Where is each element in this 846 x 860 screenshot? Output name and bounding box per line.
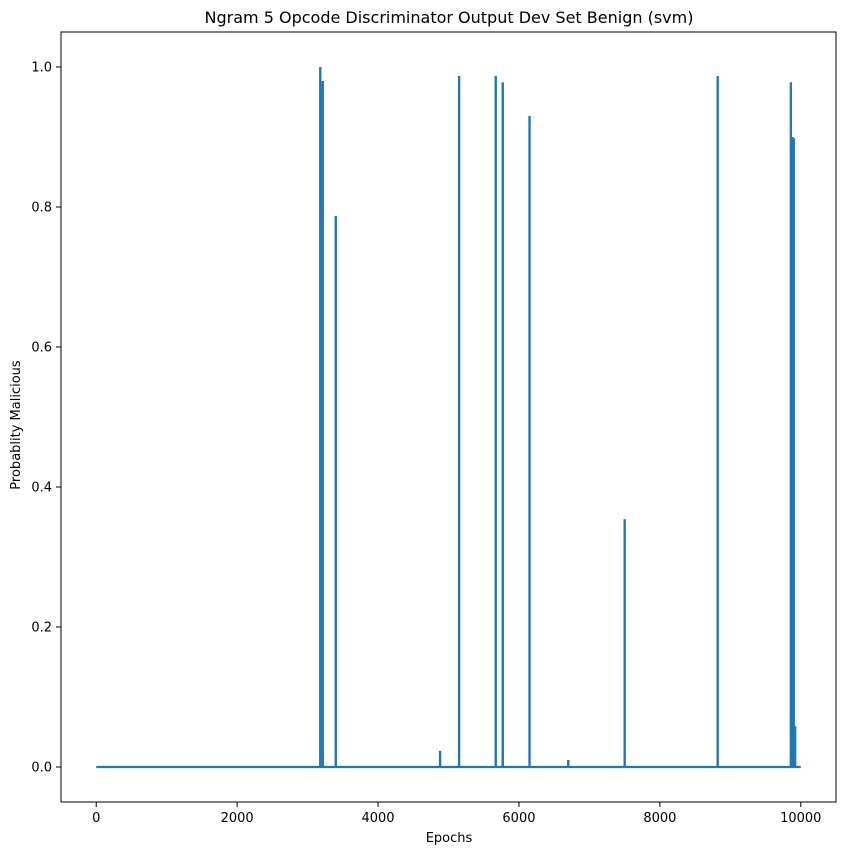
x-axis-label: Epochs (426, 831, 473, 846)
x-tick-label: 2000 (221, 811, 254, 826)
y-tick-label: 0.6 (31, 341, 52, 356)
chart-title: Ngram 5 Opcode Discriminator Output Dev … (205, 8, 694, 27)
y-tick-label: 0.2 (31, 621, 52, 636)
x-tick-label: 0 (92, 811, 100, 826)
x-tick-label: 4000 (361, 811, 394, 826)
y-tick-label: 0.8 (31, 201, 52, 216)
plot-area: 0 2000 4000 6000 8000 10000 0.0 0.2 0.4 0.6 0.8 1.0 (31, 31, 837, 826)
x-tick-label: 6000 (502, 811, 535, 826)
y-tick-label: 0.4 (31, 481, 52, 496)
x-tick-label: 10000 (780, 811, 821, 826)
y-tick-label: 0.0 (31, 761, 52, 776)
axes-frame (60, 31, 837, 803)
y-axis-label: Probablity Malicious (9, 360, 24, 490)
x-tick-label: 8000 (643, 811, 676, 826)
y-tick-label: 1.0 (31, 61, 52, 76)
